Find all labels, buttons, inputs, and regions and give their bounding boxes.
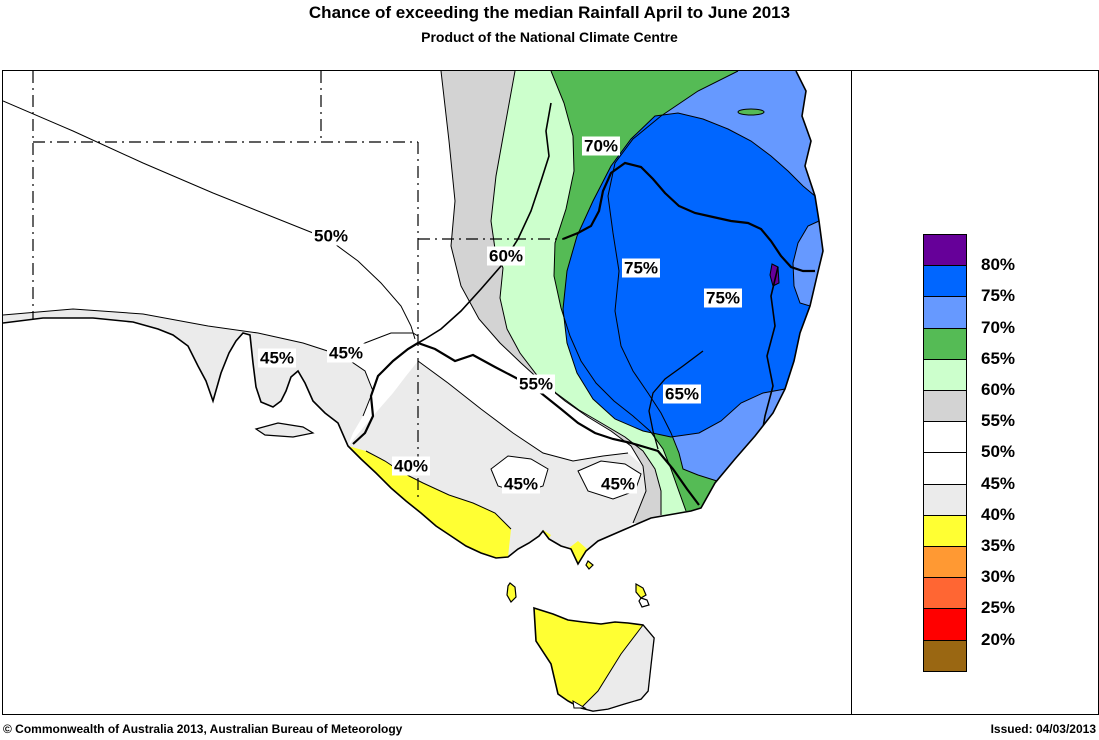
contour-label-45pct-11: 45% xyxy=(598,474,638,494)
legend-label-25pct: 25% xyxy=(981,598,1016,618)
legend-swatch-2 xyxy=(923,296,967,329)
tasmania-south-tip xyxy=(572,700,587,709)
contour-label-45pct-6: 45% xyxy=(326,343,366,363)
legend-swatch-7 xyxy=(923,452,967,485)
contour-label-45pct-5: 45% xyxy=(257,348,297,368)
legend-swatch-0 xyxy=(923,234,967,267)
page-subtitle: Product of the National Climate Centre xyxy=(421,29,678,45)
legend-label-40pct: 40% xyxy=(981,504,1016,524)
small-island xyxy=(585,560,594,570)
contour-label-75pct-3: 75% xyxy=(621,258,661,278)
legend-swatch-8 xyxy=(923,483,967,516)
legend-swatch-12 xyxy=(923,608,967,641)
kangaroo-island xyxy=(254,422,315,438)
contour-label-65pct-8: 65% xyxy=(662,384,702,404)
legend-swatch-9 xyxy=(923,514,967,547)
coastline xyxy=(3,71,824,566)
legend-label-55pct: 55% xyxy=(981,411,1016,431)
contour-label-40pct-9: 40% xyxy=(391,456,431,476)
king-island xyxy=(506,582,517,603)
legend-swatch-6 xyxy=(923,421,967,454)
contour-label-55pct-7: 55% xyxy=(516,374,556,394)
issued-date: Issued: 04/03/2013 xyxy=(990,722,1096,736)
zone-yellow-prom xyxy=(569,541,587,564)
legend-label-35pct: 35% xyxy=(981,536,1016,555)
contour-label-60pct-2: 60% xyxy=(486,246,526,266)
tasmania-se-zone xyxy=(580,624,655,712)
legend-label-30pct: 30% xyxy=(981,567,1016,587)
legend-swatch-3 xyxy=(923,327,967,360)
legend-swatch-13 xyxy=(923,639,967,672)
legend-label-80pct: 80% xyxy=(981,255,1016,275)
legend-swatch-4 xyxy=(923,358,967,391)
page-title: Chance of exceeding the median Rainfall … xyxy=(308,3,791,22)
legend-label-70pct: 70% xyxy=(981,317,1016,337)
legend-label-45pct: 45% xyxy=(981,473,1016,493)
contour-label-70pct-0: 70% xyxy=(581,136,621,156)
flinders-island-south xyxy=(638,597,650,608)
legend-label-50pct: 50% xyxy=(981,442,1016,462)
zone-sa-coastal-45 xyxy=(3,309,373,446)
contour-label-50pct-1: 50% xyxy=(311,226,351,246)
legend-swatch-10 xyxy=(923,546,967,579)
copyright-text: © Commonwealth of Australia 2013, Austra… xyxy=(3,722,403,736)
legend-swatch-11 xyxy=(923,577,967,610)
flinders-island xyxy=(635,582,647,599)
map-canvas xyxy=(3,71,824,712)
legend-label-65pct: 65% xyxy=(981,348,1016,368)
legend-label-20pct: 20% xyxy=(981,629,1016,649)
contour-label-45pct-10: 45% xyxy=(501,474,541,494)
contour-label-75pct-4: 75% xyxy=(703,288,743,308)
legend-swatch-1 xyxy=(923,265,967,298)
legend-label-60pct: 60% xyxy=(981,380,1016,399)
map-frame: 70% 50% 60% 75% 75% 45% 45% 55% 65% 40% 45% 45% 80%… xyxy=(2,70,1099,715)
zone-75-80 xyxy=(562,112,823,438)
legend-label-75pct: 75% xyxy=(981,286,1016,306)
legend-swatch-5 xyxy=(923,390,967,423)
zone-yellow-vic xyxy=(348,446,511,558)
state-borders xyxy=(32,71,563,501)
map-legend-divider xyxy=(851,71,852,714)
zone-green-speck xyxy=(737,108,765,116)
